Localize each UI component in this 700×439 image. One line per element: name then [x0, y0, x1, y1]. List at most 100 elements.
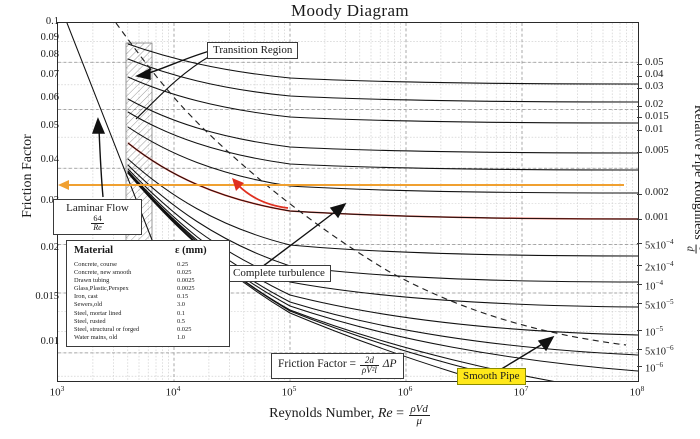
x-tick-2: 105	[281, 384, 297, 399]
material-column-header: Material	[74, 245, 114, 256]
transition-region-label: Transition Region	[207, 42, 299, 59]
material-roughness-legend: Material ε (mm) Concrete, course 0.25 Conc…	[66, 240, 230, 347]
x-axis-label: Reynolds Number, Re = ρVd μ	[0, 403, 700, 428]
y-left-tick-2: 0.08	[40, 49, 59, 60]
roughness-curve-0.005-highlight	[127, 142, 638, 220]
smooth-pipe-leader	[497, 342, 545, 372]
material-legend-row: Iron, cast 0.15	[74, 293, 224, 301]
y-left-tick-10: 0.01	[40, 336, 59, 347]
y-left-tick-8: 0.02	[40, 242, 59, 253]
y-right-tick-2: 0.03	[645, 81, 664, 92]
roughness-curve-0.02	[127, 98, 638, 154]
epsilon-over-d-symbol: ε d	[684, 244, 700, 254]
laminar-flow-formula: 64 Re	[91, 213, 104, 233]
material-name: Steel, mortar lined	[74, 309, 122, 317]
y-right-tick-12: 5x10−5	[645, 298, 674, 312]
friction-factor-readout-arrow	[58, 180, 624, 190]
y-right-tick-3: 0.02	[645, 99, 664, 110]
roughness-curve-0.005	[127, 142, 638, 220]
page-title: Moody Diagram	[290, 1, 410, 20]
complete-turbulence-leader	[253, 210, 337, 274]
material-roughness-value: 1.0	[177, 333, 186, 341]
y-right-tick-1: 0.04	[645, 69, 664, 80]
material-legend-header-row: Material ε (mm)	[74, 245, 224, 261]
material-roughness-value: 0.025	[177, 269, 192, 277]
material-roughness-value: 0.15	[177, 293, 189, 301]
y-right-tick-4: 0.015	[645, 111, 669, 122]
friction-factor-text: Friction Factor	[278, 358, 347, 371]
y-right-tick-15: 10−6	[645, 361, 664, 375]
roughness-curve-0.015	[127, 111, 638, 171]
y-axis-left-label: Friction Factor	[20, 134, 35, 218]
reynolds-formula: ρVd μ	[408, 403, 430, 428]
roughness-curve-0.01	[127, 126, 638, 194]
roughness-curve-0.03	[127, 76, 638, 124]
roughness-curve-5e-5	[127, 171, 638, 372]
roughness-curve-0.04	[127, 58, 638, 103]
material-roughness-value: 0.0025	[177, 285, 195, 293]
material-legend-table: Material ε (mm) Concrete, course 0.25 Conc…	[74, 245, 224, 342]
roughness-curve-5e-4	[127, 168, 638, 308]
y-left-tick-3: 0.07	[40, 69, 59, 80]
delta-p-symbol: ΔP	[382, 358, 397, 371]
roughness-curve-0.002	[127, 158, 638, 257]
y-right-tick-13: 10−5	[645, 325, 664, 339]
roughness-curve-5e-6	[127, 172, 521, 381]
material-roughness-value: 0.25	[177, 261, 189, 268]
material-name: Steel, rusted	[74, 317, 106, 325]
equals-sign: =	[396, 405, 405, 421]
roughness-curve-1e-6-smooth	[127, 172, 484, 381]
material-legend-row: Drawn tubing 0.0025	[74, 277, 224, 285]
material-legend-row: Steel, mortar lined 0.1	[74, 310, 224, 318]
material-legend-row: Concrete, course 0.25	[74, 261, 224, 269]
x-tick-5: 108	[629, 384, 645, 399]
y-right-tick-10: 2x10−4	[645, 260, 674, 274]
friction-factor-formula-box: Friction Factor = 2d ρV²l ΔP	[271, 353, 404, 379]
curve-layer	[58, 23, 638, 381]
y-left-tick-7: 0.03	[40, 195, 59, 206]
material-name: Concrete, new smooth	[74, 269, 132, 277]
smooth-pipe-label: Smooth Pipe	[457, 368, 526, 385]
y-axis-right-label: Relative Pipe Roughness ε d	[684, 80, 700, 280]
y-right-tick-7: 0.002	[645, 187, 669, 198]
y-right-tick-0: 0.05	[645, 57, 664, 68]
material-legend-row: Water mains, old 1.0	[74, 334, 224, 342]
material-name: Steel, structural or forged	[74, 325, 140, 333]
y-right-tick-9: 5x10−4	[645, 238, 674, 252]
reynolds-symbol: Re	[377, 405, 393, 421]
laminar-flow-leader	[98, 128, 104, 198]
laminar-flow-text: Laminar Flow	[66, 202, 129, 214]
complete-turbulence-label: Complete turbulence	[227, 265, 331, 282]
x-tick-4: 107	[513, 384, 529, 399]
friction-factor-fraction: 2d ρV²l	[359, 355, 379, 376]
material-name: Sewers,old	[74, 301, 103, 309]
y-left-tick-6: 0.04	[40, 154, 59, 165]
material-name: Concrete, course	[74, 261, 117, 268]
material-name: Drawn tubing	[74, 277, 110, 285]
y-left-tick-4: 0.06	[40, 92, 59, 103]
roughness-curve-1e-4	[127, 171, 638, 356]
x-tick-0: 103	[49, 384, 65, 399]
y-left-tick-9: 0.015	[35, 291, 59, 302]
y-left-tick-0: 0.1	[45, 16, 59, 27]
y-right-tick-6: 0.005	[645, 145, 669, 156]
y-left-tick-5: 0.05	[40, 120, 59, 131]
material-legend-row: Concrete, new smooth 0.025	[74, 269, 224, 277]
x-axis-label-text: Reynolds Number,	[269, 405, 375, 421]
material-roughness-value: 3.0	[177, 301, 186, 309]
material-legend-row: Sewers,old 3.0	[74, 301, 224, 309]
x-tick-3: 106	[397, 384, 413, 399]
epsilon-column-header: ε (mm)	[175, 245, 207, 256]
material-name: Glass,Plastic,Perspex	[74, 285, 129, 293]
material-name: Water mains, old	[74, 333, 118, 341]
roughness-curve-2e-4	[127, 170, 638, 336]
y-right-tick-5: 0.01	[645, 124, 664, 135]
y-right-tick-8: 0.001	[645, 212, 669, 223]
y-right-tick-11: 10−4	[645, 279, 664, 293]
material-roughness-value: 0.1	[177, 309, 186, 317]
y-left-tick-1: 0.09	[40, 32, 59, 43]
roughness-trace-arrow	[232, 178, 289, 209]
material-legend-row: Glass,Plastic,Perspex 0.0025	[74, 285, 224, 293]
laminar-flow-label: Laminar Flow 64 Re	[53, 199, 142, 235]
